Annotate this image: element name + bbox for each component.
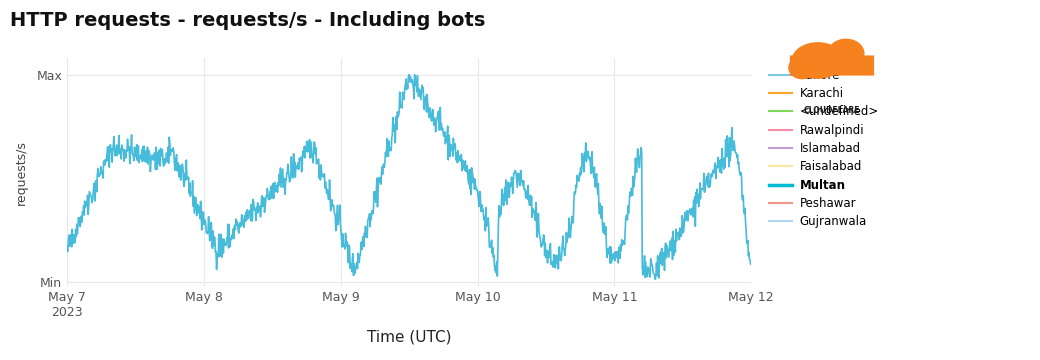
- Text: CLOUDFLARE: CLOUDFLARE: [804, 107, 860, 115]
- X-axis label: Time (UTC): Time (UTC): [367, 330, 451, 345]
- FancyBboxPatch shape: [790, 55, 874, 76]
- Legend: Lahore, Karachi, <undefined>, Rawalpindi, Islamabad, Faisalabad, Multan, Peshawa: Lahore, Karachi, <undefined>, Rawalpindi…: [764, 64, 883, 233]
- Text: HTTP requests - requests/s - Including bots: HTTP requests - requests/s - Including b…: [10, 11, 486, 30]
- Ellipse shape: [828, 39, 864, 68]
- Y-axis label: requests/s: requests/s: [15, 140, 28, 204]
- Ellipse shape: [792, 43, 843, 78]
- Ellipse shape: [789, 57, 815, 78]
